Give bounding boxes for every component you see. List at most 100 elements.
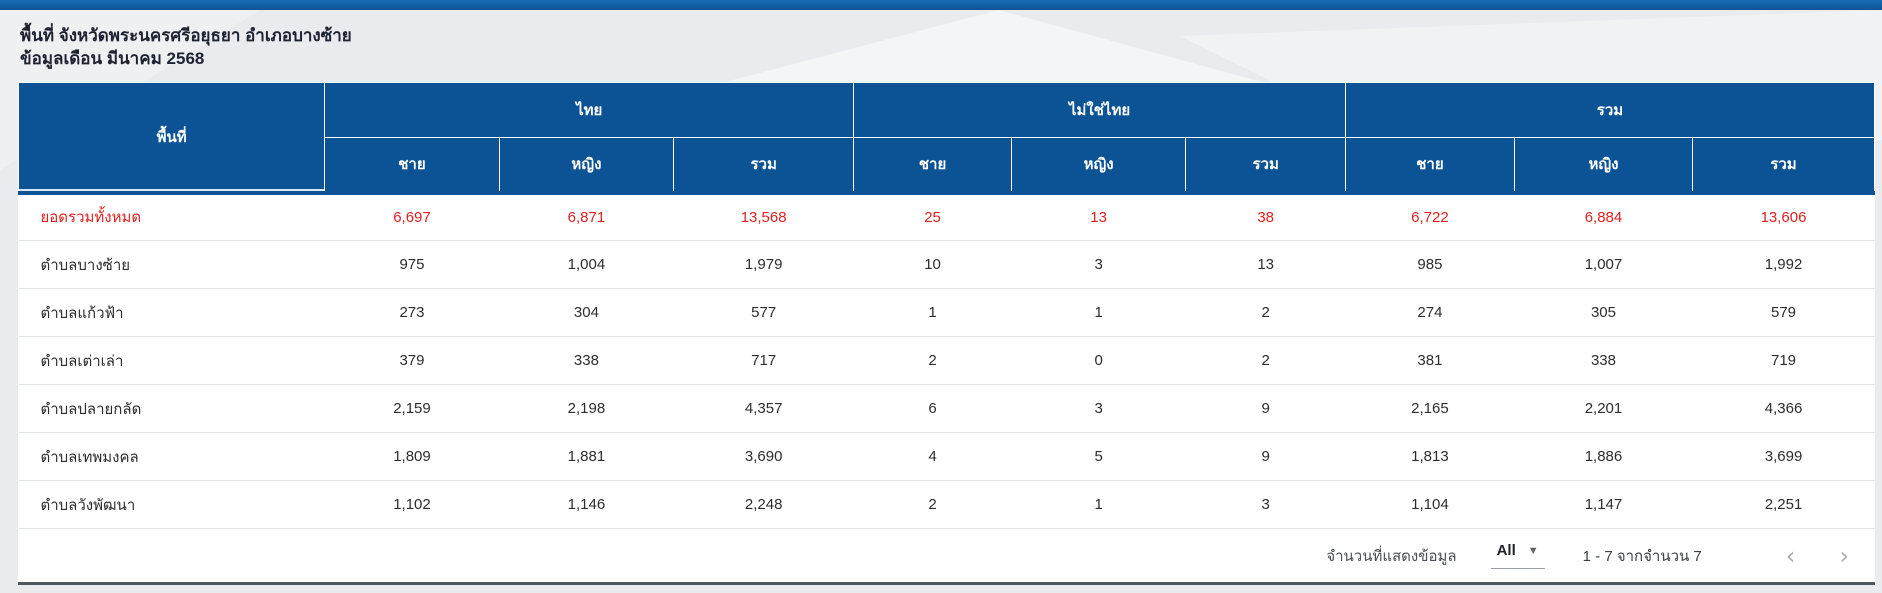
- page-area-title: พื้นที่ จังหวัดพระนครศรีอยุธยา อำเภอบางซ…: [20, 26, 352, 45]
- value-cell: 381: [1345, 336, 1515, 385]
- column-group-thai: ไทย: [324, 82, 855, 138]
- page-month-subtitle: ข้อมูลเดือน มีนาคม 2568: [20, 49, 205, 68]
- value-cell: 338: [499, 336, 674, 385]
- value-cell: 577: [673, 288, 854, 337]
- value-cell: 1,881: [499, 432, 674, 481]
- value-cell: 1,992: [1692, 240, 1875, 289]
- value-cell: 2,248: [673, 480, 854, 529]
- value-cell: 3,690: [673, 432, 854, 481]
- value-cell: 1,147: [1514, 480, 1693, 529]
- value-cell: 13: [1185, 240, 1346, 289]
- table-row: ยอดรวมทั้งหมด 6,697 6,871 13,568 25 13 38 6,722…: [18, 190, 1875, 241]
- column-header-male: ชาย: [324, 137, 500, 193]
- column-header-male: ชาย: [1344, 137, 1515, 193]
- value-cell: 6,871: [499, 190, 674, 241]
- value-cell: 1,004: [499, 240, 674, 289]
- area-cell: ตำบลบางซ้าย: [18, 240, 325, 289]
- value-cell: 3,699: [1692, 432, 1875, 481]
- table-header: พื้นที่ ไทย ไม่ใช่ไทย รวม ชาย หญิง รวม ช…: [17, 82, 1876, 193]
- table-row: ตำบลวังพัฒนา 1,102 1,146 2,248 2 1 3 1,104 1,147…: [18, 480, 1875, 529]
- value-cell: 3: [1011, 240, 1186, 289]
- area-cell: ตำบลเทพมงคล: [18, 432, 325, 481]
- column-header-female: หญิง: [1010, 137, 1187, 193]
- prev-page-button[interactable]: ‹: [1786, 544, 1796, 568]
- value-cell: 304: [499, 288, 674, 337]
- value-cell: 1,886: [1514, 432, 1693, 481]
- value-cell: 2,165: [1345, 384, 1515, 433]
- value-cell: 2,159: [324, 384, 500, 433]
- value-cell: 1,809: [324, 432, 500, 481]
- value-cell: 9: [1185, 432, 1346, 481]
- area-cell: ตำบลวังพัฒนา: [18, 480, 325, 529]
- table-row: ตำบลเต่าเล่า 379 338 717 2 0 2 381 338 719: [18, 336, 1875, 385]
- value-cell: 10: [853, 240, 1012, 289]
- value-cell: 338: [1514, 336, 1693, 385]
- value-cell: 2,201: [1514, 384, 1693, 433]
- value-cell: 717: [673, 336, 854, 385]
- value-cell: 1,102: [324, 480, 500, 529]
- value-cell: 2: [853, 336, 1012, 385]
- column-header-total: รวม: [1692, 137, 1875, 193]
- value-cell: 2: [1185, 336, 1346, 385]
- column-header-male: ชาย: [853, 137, 1012, 193]
- value-cell: 13: [1011, 190, 1186, 241]
- column-header-female: หญิง: [1513, 137, 1694, 193]
- table-card: พื้นที่ ไทย ไม่ใช่ไทย รวม ชาย หญิง รวม ช…: [17, 82, 1876, 585]
- table-row: ตำบลปลายกลัด 2,159 2,198 4,357 6 3 9 2,165 2,201…: [18, 384, 1875, 433]
- value-cell: 1,979: [673, 240, 854, 289]
- value-cell: 975: [324, 240, 500, 289]
- value-cell: 1: [853, 288, 1012, 337]
- rows-per-page-select[interactable]: All ▼: [1490, 542, 1545, 569]
- chevron-right-icon: ›: [1839, 541, 1849, 570]
- value-cell: 3: [1011, 384, 1186, 433]
- table-pagination: จำนวนที่แสดงข้อมูล All ▼ 1 - 7 จากจำนวน …: [18, 529, 1875, 582]
- sub-header-row: ชาย หญิง รวม ชาย หญิง รวม ชาย หญิง รวม: [19, 137, 1875, 193]
- value-cell: 1,146: [499, 480, 674, 529]
- value-cell: 13,606: [1692, 190, 1875, 241]
- area-cell: ตำบลเต่าเล่า: [18, 336, 325, 385]
- value-cell: 1: [1011, 288, 1186, 337]
- value-cell: 9: [1185, 384, 1346, 433]
- chevron-left-icon: ‹: [1785, 541, 1796, 570]
- column-header-total: รวม: [673, 137, 855, 193]
- value-cell: 4: [853, 432, 1012, 481]
- value-cell: 379: [324, 336, 500, 385]
- value-cell: 2,198: [499, 384, 674, 433]
- value-cell: 719: [1692, 336, 1875, 385]
- column-header-area: พื้นที่: [17, 82, 326, 193]
- page-header: พื้นที่ จังหวัดพระนครศรีอยุธยา อำเภอบางซ…: [20, 24, 352, 70]
- value-cell: 4,366: [1692, 384, 1875, 433]
- column-group-non-thai: ไม่ใช่ไทย: [853, 82, 1346, 138]
- value-cell: 1,104: [1345, 480, 1515, 529]
- area-cell: ยอดรวมทั้งหมด: [18, 190, 325, 241]
- rows-per-page-label: จำนวนที่แสดงข้อมูล: [1326, 547, 1457, 565]
- area-cell: ตำบลแก้วฟ้า: [18, 288, 325, 337]
- table-row: ตำบลแก้วฟ้า 273 304 577 1 1 2 274 305 579: [18, 288, 1875, 337]
- value-cell: 1: [1011, 480, 1186, 529]
- table-row: ตำบลเทพมงคล 1,809 1,881 3,690 4 5 9 1,813 1,886 3…: [18, 432, 1875, 481]
- chevron-down-icon: ▼: [1527, 544, 1539, 557]
- value-cell: 25: [853, 190, 1012, 241]
- value-cell: 2: [853, 480, 1012, 529]
- top-accent-bar: [0, 0, 1882, 10]
- value-cell: 6,884: [1514, 190, 1693, 241]
- pagination-range-label: 1 - 7 จากจำนวน 7: [1582, 547, 1702, 565]
- value-cell: 38: [1185, 190, 1346, 241]
- rows-per-page-value: All: [1496, 542, 1516, 559]
- column-header-total: รวม: [1185, 137, 1346, 193]
- value-cell: 13,568: [673, 190, 854, 241]
- table-body: ยอดรวมทั้งหมด 6,697 6,871 13,568 25 13 38 6,722…: [18, 190, 1875, 529]
- column-header-female: หญิง: [498, 137, 675, 193]
- value-cell: 6: [853, 384, 1012, 433]
- value-cell: 1,007: [1514, 240, 1693, 289]
- value-cell: 1,813: [1345, 432, 1515, 481]
- value-cell: 2,251: [1692, 480, 1875, 529]
- value-cell: 579: [1692, 288, 1875, 337]
- value-cell: 3: [1185, 480, 1346, 529]
- column-group-total: รวม: [1344, 82, 1876, 138]
- value-cell: 273: [324, 288, 500, 337]
- value-cell: 2: [1185, 288, 1346, 337]
- value-cell: 0: [1011, 336, 1186, 385]
- next-page-button[interactable]: ›: [1839, 544, 1849, 568]
- value-cell: 305: [1514, 288, 1693, 337]
